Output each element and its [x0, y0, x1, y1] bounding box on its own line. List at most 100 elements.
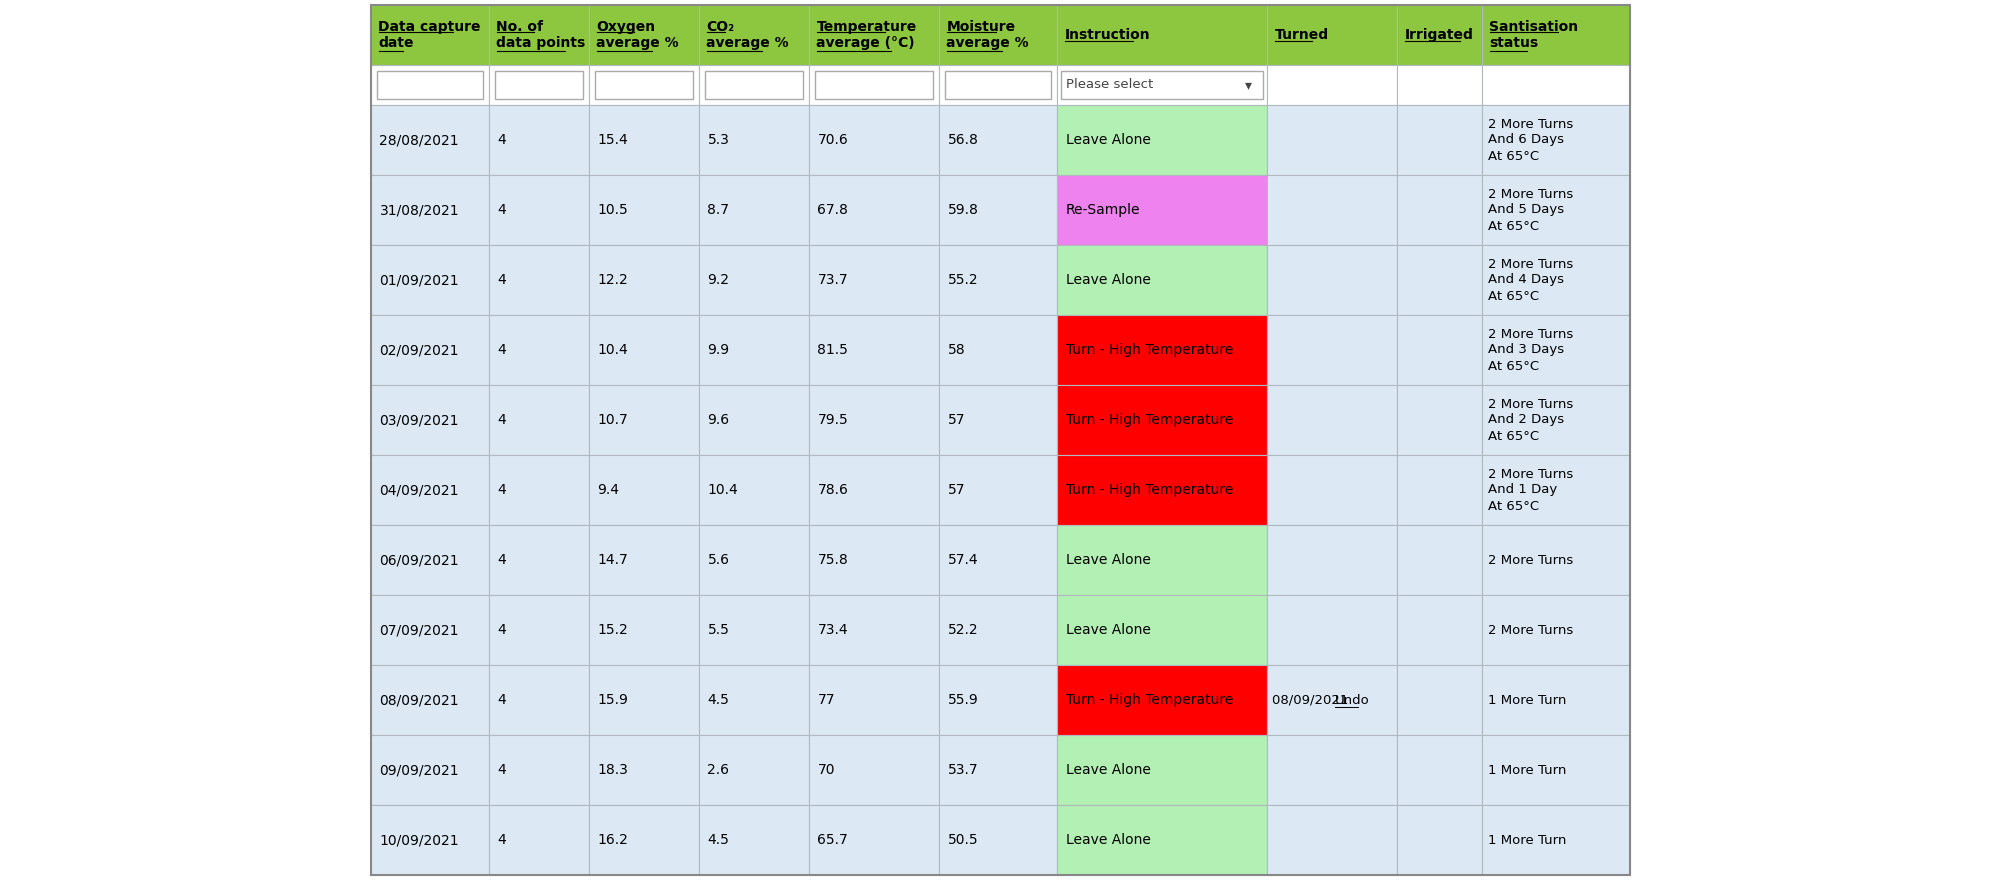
Text: 57: 57: [948, 413, 964, 427]
Text: 73.7: 73.7: [818, 273, 848, 287]
Text: 70: 70: [818, 763, 836, 777]
Text: Leave Alone: Leave Alone: [1066, 623, 1150, 637]
Bar: [1056, 595, 1266, 665]
Text: 2 More Turns
And 3 Days
At 65°C: 2 More Turns And 3 Days At 65°C: [1488, 327, 1574, 372]
Bar: [808, 455, 938, 525]
Bar: [370, 5, 488, 65]
Bar: [698, 5, 808, 65]
Text: Leave Alone: Leave Alone: [1066, 273, 1150, 287]
Bar: [370, 245, 488, 315]
Text: 55.2: 55.2: [948, 273, 978, 287]
Bar: [1266, 525, 1396, 595]
Bar: [488, 595, 588, 665]
Bar: [370, 735, 488, 805]
Bar: [588, 595, 698, 665]
Text: 53.7: 53.7: [948, 763, 978, 777]
Bar: [814, 71, 932, 99]
Bar: [938, 65, 1056, 105]
Bar: [1396, 385, 1482, 455]
Bar: [370, 455, 488, 525]
Bar: [1056, 525, 1266, 595]
Bar: [808, 805, 938, 875]
Bar: [588, 735, 698, 805]
Bar: [1396, 315, 1482, 385]
Text: 57.4: 57.4: [948, 553, 978, 567]
Bar: [1396, 595, 1482, 665]
Bar: [808, 105, 938, 175]
Bar: [1482, 245, 1630, 315]
Text: 31/08/2021: 31/08/2021: [380, 203, 460, 217]
Text: 73.4: 73.4: [818, 623, 848, 637]
Bar: [938, 595, 1056, 665]
Bar: [938, 665, 1056, 735]
Bar: [698, 805, 808, 875]
Text: Turned: Turned: [1274, 28, 1328, 42]
Text: 4: 4: [498, 483, 506, 497]
Bar: [938, 315, 1056, 385]
Bar: [588, 175, 698, 245]
Text: 16.2: 16.2: [598, 833, 628, 847]
Bar: [808, 245, 938, 315]
Text: Turn - High Temperature: Turn - High Temperature: [1066, 693, 1232, 707]
Bar: [370, 525, 488, 595]
Bar: [1482, 385, 1630, 455]
Bar: [494, 71, 582, 99]
Bar: [1266, 735, 1396, 805]
Text: 70.6: 70.6: [818, 133, 848, 147]
Text: 8.7: 8.7: [708, 203, 730, 217]
Text: 5.3: 5.3: [708, 133, 730, 147]
Bar: [938, 525, 1056, 595]
Bar: [1396, 175, 1482, 245]
Text: 10.4: 10.4: [598, 343, 628, 357]
Text: 08/09/2021: 08/09/2021: [1272, 693, 1354, 707]
Text: 12.2: 12.2: [598, 273, 628, 287]
Text: 65.7: 65.7: [818, 833, 848, 847]
Bar: [370, 65, 488, 105]
Text: 81.5: 81.5: [818, 343, 848, 357]
Bar: [1482, 595, 1630, 665]
Text: 10.7: 10.7: [598, 413, 628, 427]
Text: 55.9: 55.9: [948, 693, 978, 707]
Bar: [588, 65, 698, 105]
Text: 4: 4: [498, 833, 506, 847]
Text: 09/09/2021: 09/09/2021: [380, 763, 460, 777]
Bar: [370, 105, 488, 175]
Bar: [588, 315, 698, 385]
Text: Oxygen
average %: Oxygen average %: [596, 19, 680, 50]
Text: 08/09/2021: 08/09/2021: [380, 693, 460, 707]
Text: 4: 4: [498, 343, 506, 357]
Bar: [1056, 105, 1266, 175]
Text: 78.6: 78.6: [818, 483, 848, 497]
Bar: [808, 385, 938, 455]
Bar: [698, 385, 808, 455]
Text: 50.5: 50.5: [948, 833, 978, 847]
Bar: [1396, 805, 1482, 875]
Bar: [1266, 105, 1396, 175]
Text: Instruction: Instruction: [1064, 28, 1150, 42]
Text: 79.5: 79.5: [818, 413, 848, 427]
Bar: [588, 525, 698, 595]
Text: 58: 58: [948, 343, 966, 357]
Bar: [1396, 525, 1482, 595]
Bar: [488, 385, 588, 455]
Bar: [1266, 175, 1396, 245]
Text: 2 More Turns
And 2 Days
At 65°C: 2 More Turns And 2 Days At 65°C: [1488, 398, 1574, 443]
Text: Irrigated: Irrigated: [1404, 28, 1474, 42]
Bar: [488, 525, 588, 595]
Text: 02/09/2021: 02/09/2021: [380, 343, 460, 357]
Bar: [1056, 455, 1266, 525]
Bar: [1056, 385, 1266, 455]
Text: 2.6: 2.6: [708, 763, 730, 777]
Text: Re-Sample: Re-Sample: [1066, 203, 1140, 217]
Text: 9.4: 9.4: [598, 483, 620, 497]
Bar: [488, 5, 588, 65]
Text: 01/09/2021: 01/09/2021: [380, 273, 460, 287]
Bar: [1056, 665, 1266, 735]
Text: 77: 77: [818, 693, 836, 707]
Bar: [376, 71, 482, 99]
Bar: [938, 245, 1056, 315]
Text: 1 More Turn: 1 More Turn: [1488, 693, 1566, 707]
Bar: [938, 105, 1056, 175]
Bar: [588, 385, 698, 455]
Bar: [698, 665, 808, 735]
